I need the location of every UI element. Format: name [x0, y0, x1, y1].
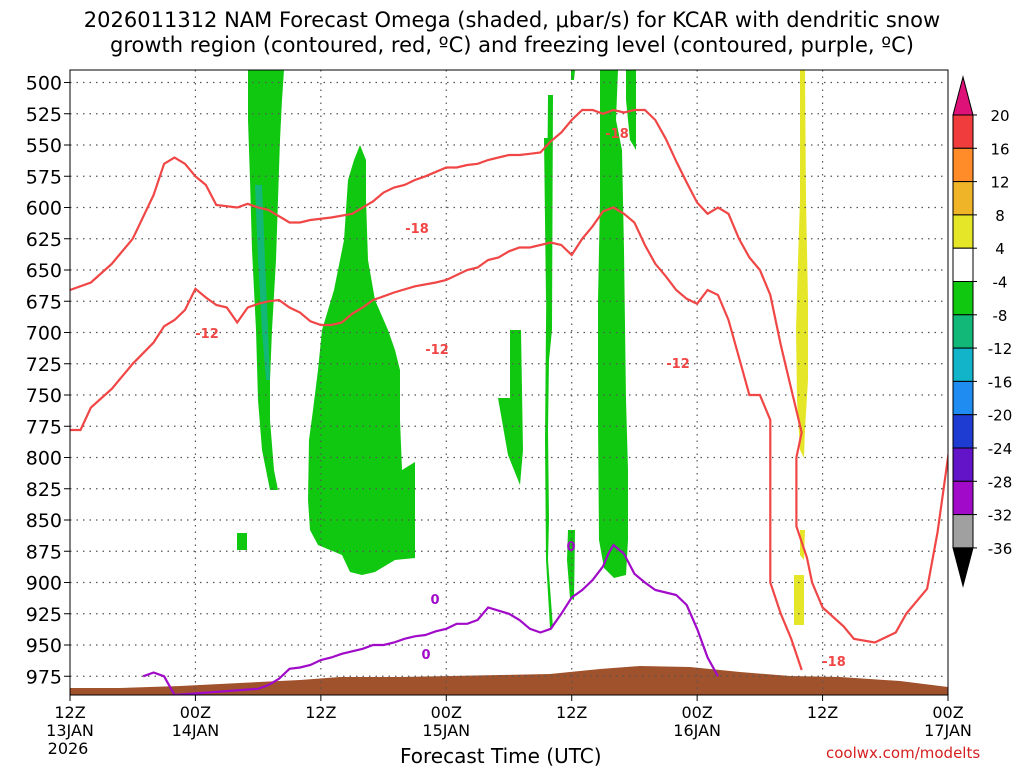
omega-region-10 [237, 533, 247, 550]
colorbar: 20 16 12 8 4 -4 -8 -12 -16 -20 -24 -28 -32 -36 [952, 75, 1013, 588]
y-tick-label: 850 [26, 510, 62, 532]
colorbar-label: -16 [988, 373, 1013, 391]
y-tick-label: 825 [26, 479, 62, 501]
x-tick-label: 00Z [932, 703, 963, 722]
chart-title-line-1: 2026011312 NAM Forecast Omega (shaded, μ… [83, 8, 941, 32]
colorbar-box [952, 314, 974, 349]
colorbar-top-arrow [952, 75, 974, 116]
label-minus12-b: -12 [425, 343, 449, 358]
y-tick-label: 875 [26, 541, 62, 563]
colorbar-label: 8 [995, 207, 1005, 225]
plot-frame [69, 69, 949, 696]
colorbar-label: -12 [988, 340, 1013, 358]
label-minus18-a: -18 [605, 127, 629, 142]
colorbar-bottom-arrow [952, 547, 974, 588]
y-tick-label: 625 [26, 229, 62, 251]
contours [70, 108, 948, 695]
omega-region-5 [544, 138, 549, 300]
colorbar-box [952, 114, 974, 149]
y-tick-label: 700 [26, 323, 62, 345]
y-tick-label: 750 [26, 385, 62, 407]
x-tick-label: 12Z [305, 703, 336, 722]
colorbar-label: -4 [993, 274, 1008, 292]
y-tick-label: 725 [26, 354, 62, 376]
x-tick-year: 2026 [48, 739, 89, 758]
label-zero-a: 0 [430, 593, 439, 608]
omega-region-7 [598, 70, 628, 578]
colorbar-box [952, 181, 974, 216]
chart-title-line-2: growth region (contoured, red, ºC) and f… [110, 33, 914, 57]
label-minus18-c: -18 [822, 655, 846, 670]
y-tick-label: 800 [26, 448, 62, 470]
x-tick-label: 00Z [681, 703, 712, 722]
x-tick-date: 16JAN [673, 721, 721, 740]
y-tick-label: 925 [26, 604, 62, 626]
colorbar-label: -36 [988, 540, 1013, 558]
omega-region-11 [796, 70, 808, 458]
x-tick-date: 15JAN [422, 721, 470, 740]
colorbar-label: 12 [990, 174, 1009, 192]
contour-labels: -18 -18 -18 -12 -12 -12 0 0 0 [195, 127, 846, 670]
colorbar-label: -24 [988, 440, 1013, 458]
colorbar-box [952, 380, 974, 416]
x-tick-label: 12Z [54, 703, 85, 722]
colorbar-label: 16 [990, 140, 1009, 158]
colorbar-label: -8 [993, 307, 1008, 325]
colorbar-label: 4 [995, 240, 1005, 258]
omega-region-1b [255, 185, 270, 380]
colorbar-box [952, 214, 974, 249]
colorbar-box [952, 414, 974, 449]
y-tick-label: 500 [26, 73, 62, 95]
y-tick-label: 525 [26, 104, 62, 126]
colorbar-box [952, 281, 974, 316]
colorbar-label: -28 [988, 473, 1013, 491]
omega-region-3 [498, 330, 523, 485]
label-minus12-c: -12 [666, 357, 690, 372]
y-tick-label: 600 [26, 198, 62, 220]
colorbar-label: -20 [988, 407, 1013, 425]
credit-link[interactable]: coolwx.com/modelts [826, 744, 981, 762]
omega-region-13 [794, 575, 804, 625]
isotherm-minus12-line [70, 206, 803, 671]
y-tick-label: 900 [26, 573, 62, 595]
grid [70, 70, 948, 695]
x-tick-date: 13JAN [46, 721, 94, 740]
colorbar-box [952, 247, 974, 282]
colorbar-label: -32 [988, 507, 1013, 525]
y-tick-label: 650 [26, 260, 62, 282]
omega-shading [237, 70, 808, 628]
label-zero-b: 0 [421, 648, 430, 663]
omega-region-1 [248, 70, 284, 490]
colorbar-box [952, 480, 974, 516]
label-zero-c: 0 [566, 540, 575, 555]
label-minus18-b: -18 [405, 222, 429, 237]
y-tick-label: 950 [26, 635, 62, 657]
x-tick-date: 17JAN [924, 721, 972, 740]
x-tick-date: 14JAN [172, 721, 220, 740]
y-axis: 500 525 550 575 600 625 650 675 700 725 750 775 800 8… [26, 73, 70, 688]
y-tick-label: 775 [26, 416, 62, 438]
colorbar-box [952, 514, 974, 549]
label-minus12-a: -12 [195, 327, 219, 342]
colorbar-box [952, 147, 974, 183]
y-tick-label: 550 [26, 135, 62, 157]
y-tick-label: 675 [26, 291, 62, 313]
x-tick-label: 00Z [180, 703, 211, 722]
colorbar-box [952, 447, 974, 482]
y-tick-label: 975 [26, 666, 62, 688]
x-tick-label: 12Z [556, 703, 587, 722]
x-tick-label: 12Z [807, 703, 838, 722]
omega-region-6 [567, 530, 575, 600]
y-tick-label: 575 [26, 166, 62, 188]
omega-region-2 [308, 145, 415, 575]
colorbar-box [952, 347, 974, 382]
terrain [70, 666, 948, 695]
freezing-level-line [142, 543, 719, 695]
isotherm-minus18-line [70, 108, 948, 644]
colorbar-label: 20 [990, 107, 1009, 125]
x-tick-label: 00Z [431, 703, 462, 722]
x-axis-label: Forecast Time (UTC) [400, 744, 602, 768]
